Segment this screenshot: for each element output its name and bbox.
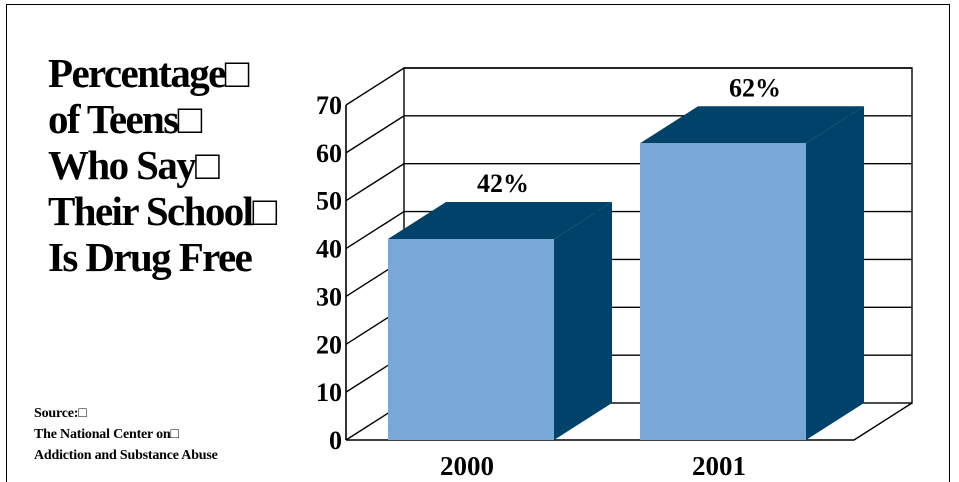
source-line-3: Addiction and Substance Abuse	[34, 448, 218, 463]
title-line-3: Who Say□	[48, 142, 220, 188]
y-tick-label: 60	[316, 139, 342, 168]
chart-title: Percentage□ of Teens□ Who Say□ Their Sch…	[48, 50, 277, 280]
source-line-1: Source:□	[34, 406, 87, 421]
y-tick-label: 0	[329, 426, 342, 455]
y-tick-label: 10	[316, 378, 342, 407]
bar-top	[388, 202, 612, 239]
gridline-diagonal	[345, 67, 405, 106]
bar-side	[554, 202, 612, 440]
y-tick-label: 70	[316, 91, 342, 120]
title-line-1: Percentage□	[48, 50, 250, 96]
y-tick-label: 20	[316, 330, 342, 359]
bar-side	[806, 106, 864, 441]
bar	[388, 239, 554, 440]
bar-top	[640, 106, 864, 144]
data-label: 42%	[477, 169, 529, 198]
title-line-5: Is Drug Free	[48, 234, 253, 280]
bar	[640, 143, 806, 441]
x-tick-label: 2000	[440, 451, 494, 481]
data-label: 62%	[729, 73, 781, 102]
title-line-2: of Teens□	[48, 96, 202, 142]
y-tick-label: 50	[316, 187, 342, 216]
source-line-2: The National Center on□	[34, 427, 179, 442]
title-line-4: Their School□	[48, 188, 277, 234]
gridline-diagonal	[345, 115, 405, 154]
y-tick-label: 40	[316, 235, 342, 264]
x-tick-label: 2001	[692, 451, 746, 481]
gridline-diagonal	[345, 163, 405, 202]
gridline-diagonal	[345, 210, 405, 250]
source-note: Source:□ The National Center on□ Addicti…	[34, 403, 218, 466]
y-tick-label: 30	[316, 282, 342, 311]
